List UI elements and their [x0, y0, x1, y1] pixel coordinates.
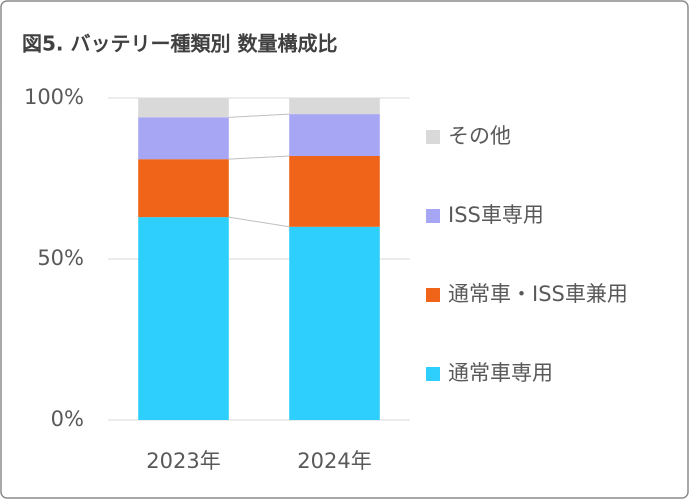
- bar-segment: [138, 98, 229, 118]
- bar-segment: [289, 226, 380, 420]
- series-line: [228, 113, 290, 118]
- chart-title: 図5. バッテリー種類別 数量構成比: [22, 32, 337, 56]
- series-line: [228, 216, 290, 228]
- bar-segment: [289, 114, 380, 156]
- legend-label: 通常車専用: [448, 361, 553, 385]
- y-tick-label: 100%: [24, 85, 84, 109]
- x-tick-label: 2023年: [146, 449, 220, 473]
- series-line: [228, 155, 290, 160]
- bar-segment: [289, 98, 380, 115]
- legend-label: ISS車専用: [448, 203, 544, 227]
- bar-segment: [138, 217, 229, 420]
- legend-label: その他: [448, 124, 511, 148]
- y-tick-label: 50%: [37, 246, 84, 270]
- bar-segment: [138, 117, 229, 160]
- legend-swatch: [426, 130, 440, 144]
- y-tick-label: 0%: [51, 407, 84, 431]
- bar-segment: [138, 159, 229, 218]
- legend-swatch: [426, 367, 440, 381]
- bar-segment: [289, 155, 380, 227]
- legend-swatch: [426, 288, 440, 302]
- legend-swatch: [426, 209, 440, 223]
- x-tick-label: 2024年: [297, 449, 371, 473]
- legend-label: 通常車・ISS車兼用: [448, 282, 628, 306]
